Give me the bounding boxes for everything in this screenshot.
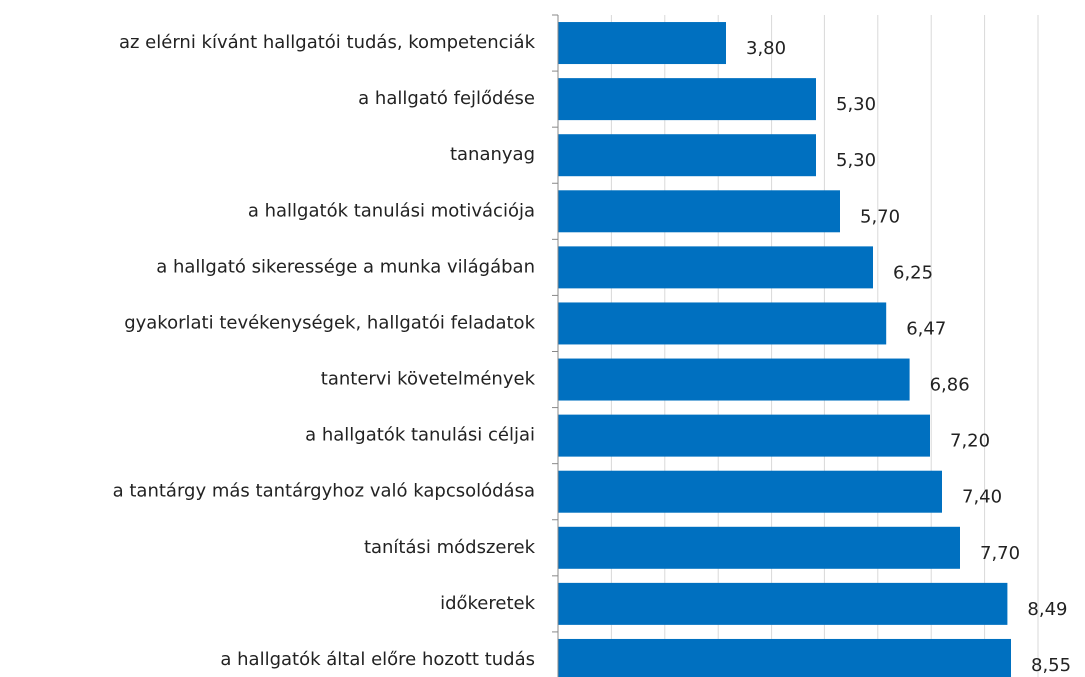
bar	[558, 78, 816, 121]
bar	[558, 526, 960, 569]
y-tick-label: a hallgatók tanulási motivációja	[248, 200, 535, 221]
y-tick-label: gyakorlati tevékenységek, hallgatói fela…	[124, 312, 535, 333]
value-label: 6,47	[906, 318, 946, 339]
value-label: 5,30	[836, 94, 876, 115]
value-label: 6,86	[930, 375, 970, 396]
bar	[558, 414, 930, 457]
y-tick-label: a hallgatók által előre hozott tudás	[220, 649, 535, 670]
y-tick-label: tanítási módszerek	[364, 537, 536, 558]
value-label: 6,25	[893, 262, 933, 283]
bar	[558, 582, 1008, 625]
value-label: 7,40	[962, 487, 1002, 508]
y-tick-label: időkeretek	[440, 593, 536, 614]
bar	[558, 246, 873, 289]
bar	[558, 302, 887, 345]
value-label: 7,20	[950, 431, 990, 452]
value-label: 7,70	[980, 543, 1020, 564]
value-label: 5,30	[836, 150, 876, 171]
y-tick-label: a hallgató fejlődése	[358, 88, 535, 109]
y-tick-label: a hallgatók tanulási céljai	[305, 425, 535, 446]
value-label: 8,55	[1031, 655, 1071, 676]
bar	[558, 358, 910, 401]
y-tick-label: a hallgató sikeressége a munka világában	[156, 256, 535, 277]
y-tick-label: tantervi követelmények	[321, 369, 536, 390]
y-tick-label: az elérni kívánt hallgatói tudás, kompet…	[119, 32, 536, 53]
bar	[558, 22, 726, 65]
y-tick-label: tananyag	[450, 144, 535, 165]
bar	[558, 134, 816, 177]
bar	[558, 638, 1011, 677]
bar	[558, 470, 942, 513]
value-label: 5,70	[860, 206, 900, 227]
value-label: 3,80	[746, 38, 786, 59]
value-label: 8,49	[1027, 599, 1067, 620]
bar	[558, 190, 840, 233]
y-tick-label: a tantárgy más tantárgyhoz való kapcsoló…	[113, 481, 535, 502]
